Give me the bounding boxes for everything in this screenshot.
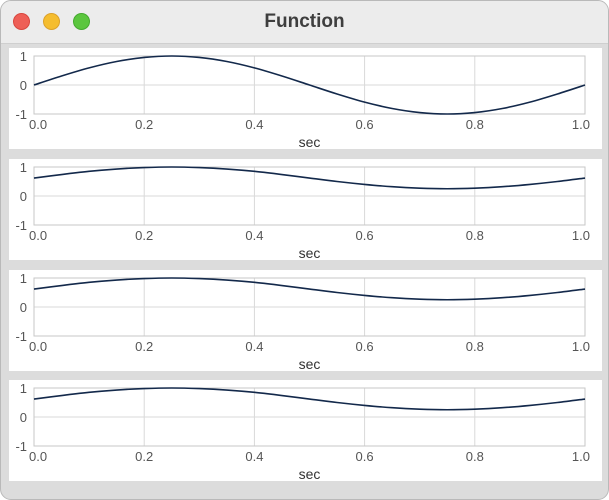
plot-frame bbox=[33, 277, 586, 337]
x-tick-label: 0.4 bbox=[245, 228, 263, 243]
y-tick-label: -1 bbox=[15, 107, 27, 122]
series-line bbox=[33, 166, 586, 190]
plot-frame bbox=[33, 166, 586, 226]
y-tick-label: 1 bbox=[20, 381, 27, 396]
close-button[interactable] bbox=[13, 13, 30, 30]
y-tick-label: 0 bbox=[20, 410, 27, 425]
x-axis-label: sec bbox=[299, 356, 321, 371]
chart-panel-4: 1 0 -1 0.0 0.2 0.4 0.6 0.8 1.0 sec bbox=[9, 380, 602, 481]
x-tick-label: 0.8 bbox=[466, 449, 484, 464]
chart-panel-2: 1 0 -1 0.0 0.2 0.4 0.6 0.8 1.0 sec bbox=[9, 159, 602, 260]
y-tick-label: 1 bbox=[20, 271, 27, 286]
y-tick-label: 1 bbox=[20, 160, 27, 175]
x-tick-label: 0.2 bbox=[135, 339, 153, 354]
x-tick-label: 1.0 bbox=[572, 228, 590, 243]
window-title: Function bbox=[264, 11, 345, 32]
zoom-button[interactable] bbox=[73, 13, 90, 30]
minimize-button[interactable] bbox=[43, 13, 60, 30]
chart-panel-1: 1 0 -1 0.0 0.2 0.4 0.6 0.8 1.0 sec bbox=[9, 48, 602, 149]
x-tick-label: 0.4 bbox=[245, 117, 263, 132]
chart-3: 1 0 -10.0 0.2 0.4 0.6 0.8 1.0 sec bbox=[15, 271, 590, 371]
x-tick-label: 0.0 bbox=[29, 117, 47, 132]
x-tick-label: 0.2 bbox=[135, 449, 153, 464]
x-tick-label: 0.0 bbox=[29, 449, 47, 464]
y-tick-label: -1 bbox=[15, 439, 27, 454]
y-tick-label: 0 bbox=[20, 300, 27, 315]
x-tick-label: 0.6 bbox=[356, 117, 374, 132]
y-tick-label: 0 bbox=[20, 189, 27, 204]
plot-frame bbox=[33, 387, 586, 447]
x-tick-label: 1.0 bbox=[572, 117, 590, 132]
x-tick-label: 0.6 bbox=[356, 449, 374, 464]
y-tick-label: 1 bbox=[20, 49, 27, 64]
x-axis-label: sec bbox=[299, 245, 321, 260]
y-tick-label: -1 bbox=[15, 329, 27, 344]
x-tick-label: 0.8 bbox=[466, 117, 484, 132]
x-axis-label: sec bbox=[299, 134, 321, 149]
chart-2: 1 0 -10.0 0.2 0.4 0.6 0.8 1.0 sec bbox=[15, 160, 590, 260]
y-tick-label: -1 bbox=[15, 218, 27, 233]
x-tick-label: 0.0 bbox=[29, 228, 47, 243]
chart-1: 1 0 -10.0 0.2 0.4 0.6 0.8 1.0 sec bbox=[15, 49, 590, 149]
title-bar[interactable]: Function bbox=[1, 1, 608, 44]
y-tick-label: 0 bbox=[20, 78, 27, 93]
x-tick-label: 0.0 bbox=[29, 339, 47, 354]
x-tick-label: 0.6 bbox=[356, 228, 374, 243]
chart-panel-3: 1 0 -1 0.0 0.2 0.4 0.6 0.8 1.0 sec bbox=[9, 270, 602, 371]
x-tick-label: 1.0 bbox=[572, 339, 590, 354]
x-tick-label: 1.0 bbox=[572, 449, 590, 464]
x-tick-label: 0.4 bbox=[245, 449, 263, 464]
x-tick-label: 0.2 bbox=[135, 117, 153, 132]
x-tick-label: 0.8 bbox=[466, 228, 484, 243]
series-line bbox=[33, 55, 586, 115]
x-tick-label: 0.6 bbox=[356, 339, 374, 354]
x-axis-label: sec bbox=[299, 466, 321, 481]
chart-4: 1 0 -10.0 0.2 0.4 0.6 0.8 1.0 sec bbox=[15, 381, 590, 481]
x-tick-label: 0.8 bbox=[466, 339, 484, 354]
series-line bbox=[33, 277, 586, 301]
x-tick-label: 0.4 bbox=[245, 339, 263, 354]
series-line bbox=[33, 387, 586, 411]
x-tick-label: 0.2 bbox=[135, 228, 153, 243]
